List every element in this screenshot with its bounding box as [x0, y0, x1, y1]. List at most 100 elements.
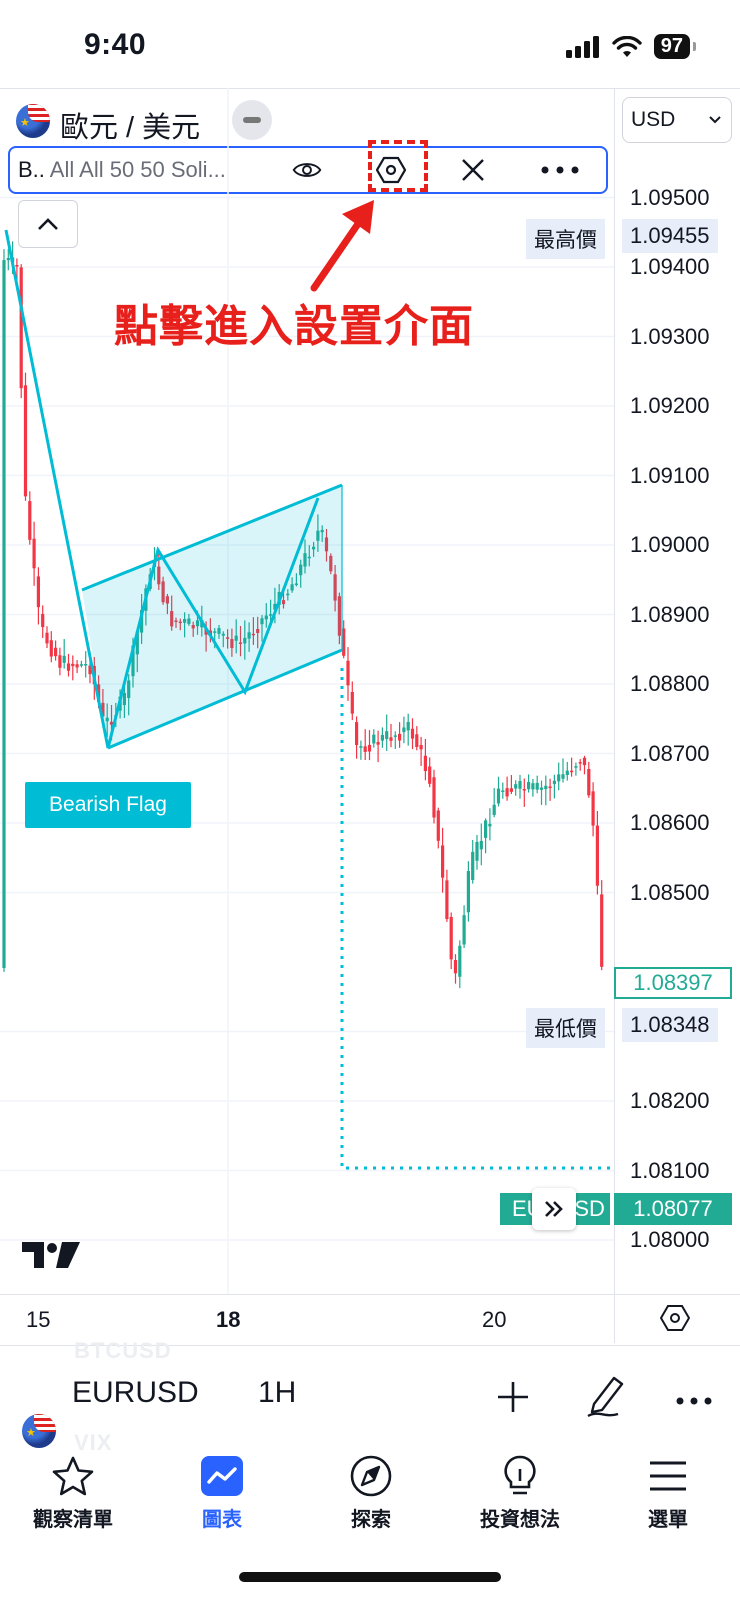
- drawing-name-params: All All 50 50 Soli...: [44, 157, 226, 182]
- candle: [260, 615, 264, 642]
- tab-explore[interactable]: 探索: [301, 1455, 441, 1532]
- candle: [565, 761, 569, 781]
- pen-draw-icon[interactable]: [584, 1374, 626, 1423]
- tab-menu[interactable]: 選單: [598, 1455, 738, 1532]
- price-tick: 1.08700: [630, 740, 710, 766]
- candle: [342, 620, 346, 659]
- add-icon[interactable]: [496, 1380, 530, 1419]
- candle: [187, 613, 191, 626]
- candle: [178, 618, 182, 631]
- bearish-flag-drawing[interactable]: [4, 229, 610, 1170]
- candle: [41, 605, 45, 638]
- candle: [406, 713, 410, 746]
- candle: [165, 593, 169, 615]
- candle: [49, 631, 53, 663]
- candle: [436, 807, 440, 849]
- pattern-label[interactable]: Bearish Flag: [25, 782, 191, 828]
- candle: [174, 617, 178, 628]
- status-time: 9:40: [84, 28, 147, 61]
- home-indicator: [239, 1572, 501, 1582]
- candle: [127, 674, 131, 716]
- currency-select[interactable]: USD: [622, 97, 732, 143]
- lightbulb-icon: [504, 1455, 536, 1495]
- close-icon[interactable]: [458, 156, 488, 184]
- ghost-symbol: BTCUSD: [74, 1338, 172, 1363]
- candle: [71, 655, 75, 681]
- tradingview-logo: [22, 1238, 80, 1279]
- candle: [6, 248, 10, 271]
- candle: [247, 622, 251, 652]
- drawing-toolbar[interactable]: B.. All All 50 50 Soli...: [8, 146, 608, 194]
- candle: [299, 559, 303, 588]
- price-tick: 1.08600: [630, 810, 710, 835]
- candle: [372, 729, 376, 748]
- candle: [230, 628, 234, 657]
- tab-label: 投資想法: [480, 1509, 560, 1531]
- wifi-icon: [612, 35, 642, 57]
- battery-indicator: 97: [653, 34, 697, 59]
- candle: [591, 782, 595, 837]
- candle: [509, 775, 513, 795]
- candle: [157, 550, 161, 590]
- symbol-title[interactable]: 歐元 / 美元: [60, 112, 201, 144]
- cellular-signal-icon: [565, 35, 599, 58]
- candle: [587, 761, 591, 798]
- candle: [75, 660, 79, 674]
- current-price-tag: 1.08397: [614, 967, 732, 999]
- collapse-legend-button[interactable]: [232, 100, 272, 140]
- candle: [19, 264, 23, 399]
- candle: [415, 726, 419, 751]
- candle: [548, 778, 552, 801]
- chart-settings-icon[interactable]: [659, 1304, 691, 1337]
- candle: [256, 616, 260, 649]
- eye-icon[interactable]: [292, 156, 322, 184]
- pointer-arrow: [310, 200, 374, 292]
- candle: [462, 905, 466, 948]
- tab-watchlist[interactable]: 觀察清單: [3, 1455, 143, 1532]
- tab-chart[interactable]: 圖表: [152, 1455, 292, 1532]
- candle: [428, 757, 432, 788]
- candle: [557, 762, 561, 791]
- more-icon[interactable]: [540, 156, 580, 184]
- candle: [161, 576, 165, 605]
- candle: [286, 588, 290, 601]
- star-icon: [52, 1456, 94, 1496]
- candle: [471, 839, 475, 884]
- price-tick: 1.09100: [630, 462, 710, 488]
- high-price: 1.09455: [622, 219, 718, 253]
- low-price: 1.08348: [622, 1008, 718, 1042]
- menu-icon: [650, 1461, 686, 1491]
- candle: [535, 775, 539, 794]
- candle: [84, 651, 88, 678]
- price-chart[interactable]: [0, 88, 614, 1294]
- price-tick: 1.08800: [630, 671, 710, 696]
- candle: [28, 491, 32, 545]
- candle: [539, 780, 544, 805]
- candle: [578, 759, 582, 771]
- candle: [66, 653, 71, 677]
- candle: [522, 778, 526, 807]
- tab-ideas[interactable]: 投資想法: [450, 1455, 590, 1532]
- tab-label: 選單: [648, 1509, 688, 1531]
- collapse-toolbar-button[interactable]: [18, 200, 78, 248]
- more-icon[interactable]: [676, 1392, 712, 1410]
- symbol-name[interactable]: EURUSD: [72, 1376, 199, 1409]
- chart-icon: [201, 1456, 243, 1496]
- candle: [45, 626, 49, 649]
- candle: [58, 647, 62, 676]
- candle: [363, 729, 367, 761]
- candle: [376, 730, 380, 763]
- interval-button[interactable]: 1H: [258, 1376, 297, 1409]
- candle: [393, 731, 397, 749]
- price-tick: 1.08500: [630, 879, 710, 905]
- scroll-to-realtime-button[interactable]: [532, 1188, 576, 1230]
- minus-icon: [243, 117, 261, 123]
- candle: [600, 880, 604, 971]
- candle: [359, 740, 363, 760]
- annotation-text: 點擊進入設置介面: [114, 301, 474, 352]
- candle: [484, 818, 488, 854]
- candle: [273, 587, 277, 624]
- chevron-up-icon: [38, 218, 58, 230]
- settings-hexagon-icon[interactable]: [376, 156, 406, 184]
- price-tick: 1.09200: [630, 393, 710, 418]
